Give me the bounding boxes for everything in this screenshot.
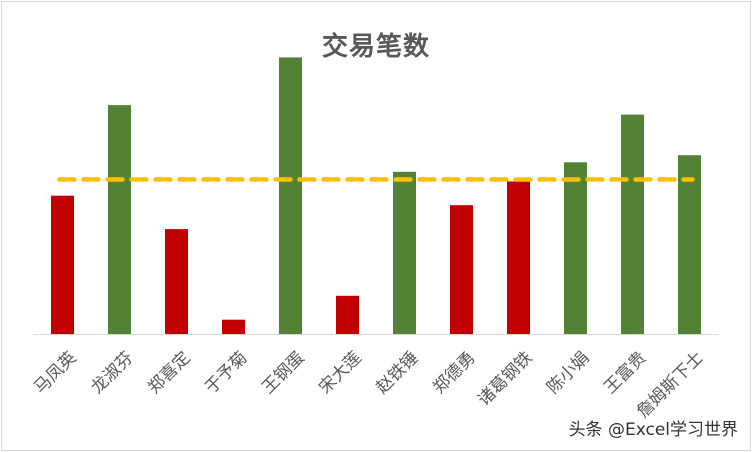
bar-4 — [222, 319, 245, 334]
watermark-text: 头条 @Excel学习世界 — [568, 420, 738, 440]
bar-5 — [279, 57, 302, 335]
category-label: 王钢蛋 — [258, 348, 308, 398]
bar-7 — [393, 171, 416, 334]
bar-8 — [450, 205, 473, 334]
bar-11 — [621, 114, 644, 334]
category-label: 马凤英 — [30, 348, 80, 398]
bar-12 — [678, 155, 701, 334]
bar-3 — [165, 229, 188, 334]
category-label: 诸葛钢铁 — [474, 348, 536, 410]
bar-10 — [564, 162, 587, 334]
category-label: 龙淑芬 — [87, 348, 137, 398]
category-label: 王富贵 — [600, 348, 650, 398]
bar-6 — [336, 295, 359, 334]
category-label: 郑喜定 — [144, 348, 194, 398]
bar-9 — [507, 181, 530, 334]
category-label: 郑德勇 — [429, 348, 479, 398]
category-label: 陈小娟 — [543, 348, 593, 398]
bar-2 — [108, 105, 131, 334]
chart-title: 交易笔数 — [321, 32, 430, 62]
category-label: 于予菊 — [201, 348, 251, 398]
bar-1 — [51, 195, 74, 334]
bars-group — [51, 57, 701, 335]
category-label: 宋大莲 — [315, 348, 365, 398]
category-label: 赵铁锤 — [372, 348, 422, 398]
